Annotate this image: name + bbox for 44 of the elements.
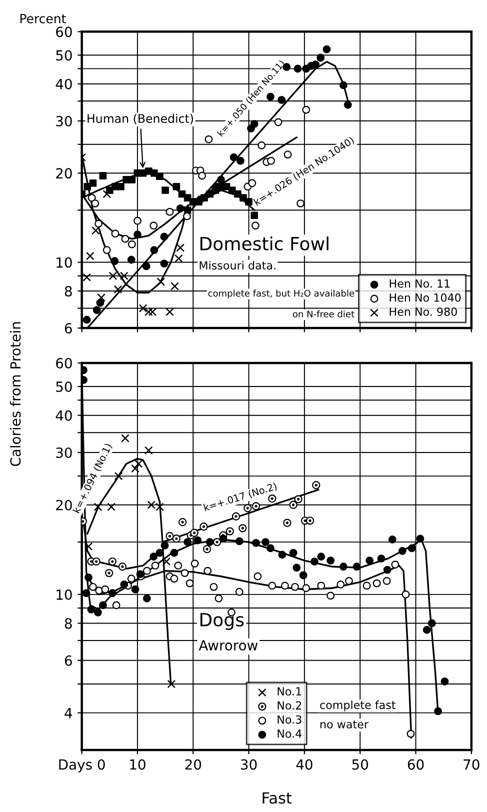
legend-label: Hen No. 980 xyxy=(390,307,457,316)
legend-label: Hen No. 11 xyxy=(390,279,450,288)
y-tick-label: 6 xyxy=(64,655,72,666)
legend-label: Hen No 1040 xyxy=(390,293,461,302)
y-axis-title: Percent xyxy=(20,14,66,24)
x-tick-label: 30 xyxy=(241,759,257,770)
annotation: Human (Benedict) xyxy=(88,114,194,124)
annotation: no water xyxy=(320,720,368,728)
y-tick-label: 50 xyxy=(56,381,72,392)
y-tick-label: 4 xyxy=(64,708,72,718)
x-tick-label: 60 xyxy=(408,759,424,770)
x-tick-label: 50 xyxy=(352,759,368,770)
annotation: complete fast, but H₂O available xyxy=(208,290,354,298)
x-axis-title: Fast xyxy=(262,792,292,804)
y-tick-label: 10 xyxy=(56,257,72,268)
x-tick-label: 40 xyxy=(296,759,312,770)
y-tick-label: 30 xyxy=(56,447,72,458)
y-tick-label: 10 xyxy=(56,589,72,600)
y-tick-label: 40 xyxy=(56,410,72,421)
legend-label: No.1 xyxy=(278,687,302,696)
annotation: Missouri data. xyxy=(200,260,276,270)
y-tick-label: 20 xyxy=(56,500,72,510)
annotation: complete fast xyxy=(320,700,396,712)
annotation: Dogs xyxy=(200,613,244,630)
y-tick-label: 30 xyxy=(56,116,72,126)
annotation: on N-free diet xyxy=(292,310,354,318)
x-tick-label: 20 xyxy=(185,759,202,770)
x-tick-label: Days 0 xyxy=(59,759,105,772)
y-tick-label: 60 xyxy=(56,358,72,368)
legend-label: No.3 xyxy=(278,715,302,724)
x-tick-label: 70 xyxy=(464,759,480,770)
y-axis-title: Calories from Protein xyxy=(10,322,21,466)
legend-label: No.2 xyxy=(278,701,302,710)
annotation: Awrorow xyxy=(198,640,258,651)
y-tick-label: 8 xyxy=(64,618,72,629)
y-tick-label: 20 xyxy=(56,168,72,179)
y-tick-label: 40 xyxy=(56,78,72,90)
y-tick-label: 6 xyxy=(64,323,72,334)
y-tick-label: 50 xyxy=(56,50,72,61)
x-tick-label: 10 xyxy=(130,759,146,770)
y-tick-label: 60 xyxy=(56,26,72,38)
annotation: Domestic Fowl xyxy=(200,236,328,250)
y-tick-label: 8 xyxy=(64,286,72,296)
legend-label: No.4 xyxy=(278,730,302,738)
